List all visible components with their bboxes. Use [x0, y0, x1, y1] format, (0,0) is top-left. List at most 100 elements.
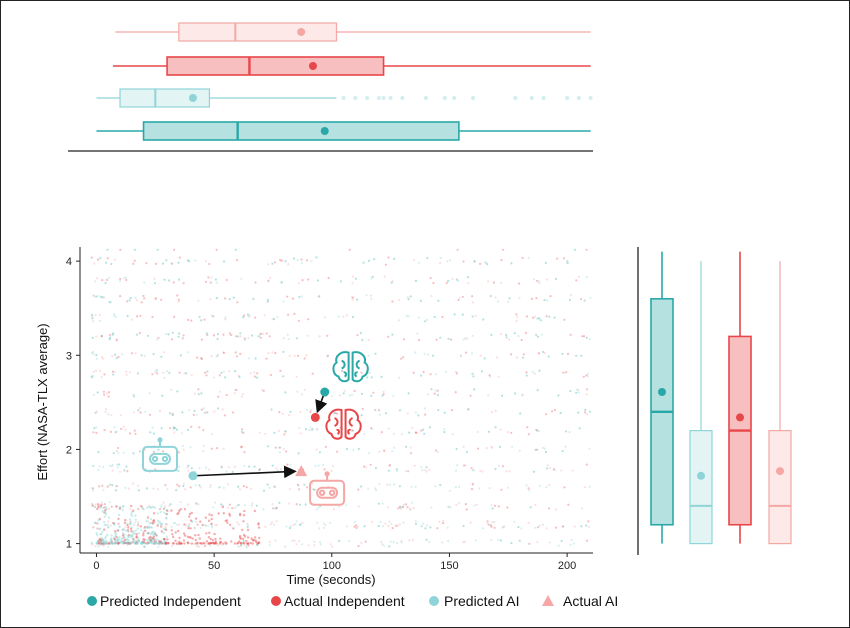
scatter-point: [148, 522, 151, 525]
scatter-point: [129, 527, 133, 531]
scatter-point: [287, 338, 290, 341]
scatter-point: [345, 314, 348, 317]
scatter-point: [232, 527, 235, 530]
scatter-point: [127, 539, 130, 542]
scatter-point: [243, 535, 247, 538]
scatter-point: [97, 505, 100, 509]
scatter-point: [112, 536, 116, 539]
scatter-point: [205, 532, 208, 535]
scatter-point: [373, 258, 376, 261]
scatter-point: [106, 542, 110, 545]
scatter-point: [100, 536, 103, 539]
scatter-point: [580, 525, 583, 528]
scatter-point: [128, 541, 131, 545]
scatter-point: [187, 527, 190, 530]
scatter-point: [121, 541, 124, 544]
scatter-point: [485, 447, 488, 450]
scatter-point: [536, 317, 539, 320]
scatter-point: [140, 354, 143, 357]
scatter-point: [588, 338, 591, 341]
scatter-point: [177, 523, 180, 526]
mean-marker-ai: [310, 412, 320, 422]
scatter-point: [197, 545, 200, 548]
scatter-point: [104, 282, 107, 285]
scatter-point: [94, 503, 97, 506]
scatter-point: [132, 509, 135, 512]
scatter-point: [357, 488, 360, 491]
time-box-outlier: [470, 96, 475, 100]
scatter-point: [553, 469, 556, 472]
scatter-point: [172, 426, 175, 429]
scatter-point: [490, 538, 493, 542]
scatter-point: [580, 507, 584, 510]
scatter-point: [188, 512, 192, 516]
scatter-point: [196, 523, 199, 526]
scatter-point: [114, 540, 117, 543]
scatter-point: [569, 543, 572, 547]
scatter-point: [584, 524, 588, 527]
scatter-point: [218, 390, 221, 393]
scatter-point: [491, 507, 494, 510]
x-tick-label: 150: [440, 560, 458, 572]
scatter-point: [356, 334, 359, 337]
scatter-point: [215, 355, 218, 358]
scatter-point: [118, 536, 121, 539]
scatter-point: [566, 352, 570, 355]
scatter-point: [266, 298, 269, 301]
scatter-point: [271, 503, 274, 506]
scatter-point: [161, 450, 165, 453]
scatter-point: [423, 320, 427, 323]
scatter-point: [128, 542, 131, 545]
scatter-point: [535, 428, 538, 432]
scatter-point: [426, 257, 429, 260]
scatter-point: [253, 465, 256, 468]
scatter-point: [516, 315, 519, 319]
scatter-point: [412, 371, 415, 374]
scatter-point: [405, 503, 408, 506]
scatter-point: [529, 506, 532, 509]
scatter-point: [95, 542, 98, 545]
scatter-point: [100, 501, 103, 504]
scatter-point: [488, 374, 491, 377]
scatter-point: [327, 276, 330, 280]
scatter-point: [122, 528, 125, 532]
scatter-point: [241, 392, 245, 396]
scatter-point: [207, 276, 210, 279]
scatter-point: [569, 389, 572, 393]
scatter-point: [418, 261, 421, 264]
scatter-point: [420, 429, 423, 432]
scatter-point: [126, 529, 130, 532]
scatter-point: [525, 484, 528, 487]
scatter-point: [121, 539, 124, 542]
scatter-point: [355, 526, 358, 530]
scatter-point: [140, 542, 143, 545]
scatter-point: [285, 450, 288, 453]
scatter-point: [154, 542, 157, 545]
scatter-point: [145, 487, 148, 490]
time-box-mean: [320, 127, 329, 135]
scatter-point: [108, 338, 111, 341]
scatter-point: [443, 431, 446, 434]
scatter-point: [165, 512, 168, 516]
scatter-point: [103, 393, 106, 396]
scatter-point: [449, 259, 452, 262]
scatter-point: [188, 260, 191, 263]
scatter-point: [117, 517, 120, 521]
scatter-point: [136, 527, 139, 530]
scatter-point: [156, 338, 159, 341]
scatter-point: [171, 414, 174, 417]
scatter-point: [561, 450, 564, 453]
scatter-point: [467, 282, 470, 285]
scatter-point: [575, 354, 578, 357]
scatter-point: [455, 447, 458, 451]
scatter-point: [162, 538, 165, 541]
scatter-point: [177, 300, 180, 303]
scatter-point: [196, 545, 199, 548]
scatter-point: [133, 521, 137, 524]
scatter-point: [236, 504, 239, 507]
scatter-point: [387, 335, 390, 338]
scatter-point: [124, 486, 127, 489]
scatter-point: [105, 392, 109, 395]
scatter-point: [98, 528, 101, 531]
scatter-point: [197, 533, 200, 537]
